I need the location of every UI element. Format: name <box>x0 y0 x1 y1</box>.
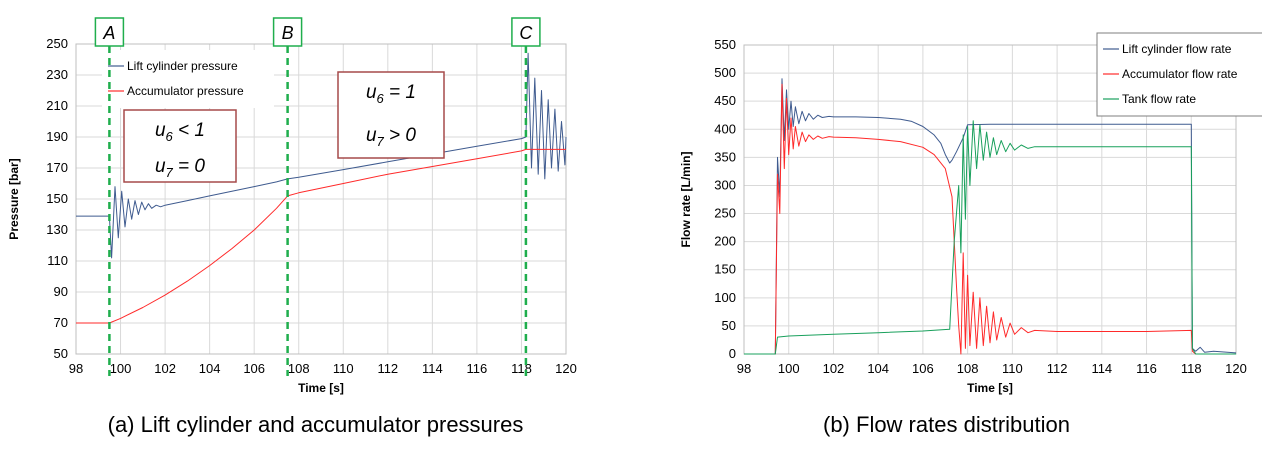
x-tick-label: 118 <box>1181 361 1202 376</box>
y-tick-label: 250 <box>46 36 68 51</box>
y-tick-label: 50 <box>54 346 68 361</box>
variable-subscript: 6 <box>166 129 174 144</box>
y-tick-label: 300 <box>714 177 736 192</box>
series-line-1 <box>744 83 1236 355</box>
x-tick-label: 114 <box>422 361 443 376</box>
y-axis-title: Flow rate [L/min] <box>679 151 693 247</box>
caption-b: (b) Flow rates distribution <box>823 412 1070 437</box>
chart-panel-pressures: 50 70 90 110 130 150 170 190 210 230 250 98 100 102 10… <box>7 17 577 437</box>
x-tick-label: 98 <box>737 361 751 376</box>
y-tick-label: 0 <box>729 346 736 361</box>
y-tick-label: 170 <box>46 160 68 175</box>
x-tick-label: 104 <box>199 361 221 376</box>
marker-label-a: A <box>102 23 115 43</box>
caption-a: (a) Lift cylinder and accumulator pressu… <box>107 412 524 437</box>
variable-name: u <box>155 156 166 177</box>
y-tick-label: 210 <box>46 98 68 113</box>
y-axis-title: Pressure [bar] <box>7 158 21 239</box>
x-tick-label: 100 <box>778 361 800 376</box>
legend-box <box>102 50 274 108</box>
x-tick-label: 120 <box>1225 361 1247 376</box>
legend-entry: Accumulator flow rate <box>1122 67 1238 81</box>
y-tick-label: 190 <box>46 129 68 144</box>
variable-name: u <box>366 125 377 146</box>
x-tick-label: 116 <box>467 361 488 376</box>
variable-subscript: 7 <box>166 165 174 180</box>
x-axis-title: Time [s] <box>967 381 1013 395</box>
marker-box-a <box>94 17 125 47</box>
marker-box-b <box>272 17 303 47</box>
y-tick-label: 150 <box>46 191 68 206</box>
legend-entry: Accumulator pressure <box>127 84 244 98</box>
y-tick-label: 350 <box>714 149 736 164</box>
variable-subscript: 6 <box>377 91 385 106</box>
legend-entry: Lift cylinder pressure <box>127 59 238 73</box>
x-tick-label: 104 <box>867 361 889 376</box>
marker-label-c: C <box>519 23 533 43</box>
x-tick-label: 114 <box>1091 361 1112 376</box>
condition-note-line: u6 = 1 <box>366 82 416 106</box>
x-tick-label: 102 <box>823 361 845 376</box>
x-tick-label: 100 <box>110 361 132 376</box>
x-tick-label: 118 <box>511 361 532 376</box>
variable-name: u <box>155 120 166 141</box>
y-tick-label: 110 <box>47 253 68 268</box>
plot-border <box>75 43 567 355</box>
pressure-chart: 50 70 90 110 130 150 170 190 210 230 250 98 100 102 10… <box>7 17 577 395</box>
condition-note-line: u7 = 0 <box>155 156 205 180</box>
y-tick-label: 230 <box>46 67 68 82</box>
condition-value: = 1 <box>384 82 416 103</box>
condition-note-line: u6 < 1 <box>155 120 205 144</box>
legend-entry: Tank flow rate <box>1122 92 1196 106</box>
x-tick-label: 110 <box>1002 361 1023 376</box>
y-tick-label: 500 <box>714 65 736 80</box>
x-tick-label: 98 <box>69 361 83 376</box>
y-tick-label: 550 <box>714 37 736 52</box>
y-tick-label: 130 <box>46 222 68 237</box>
plot-border <box>743 44 1237 355</box>
x-tick-label: 112 <box>1047 361 1068 376</box>
y-tick-label: 450 <box>714 93 736 108</box>
series-line-1 <box>76 148 566 324</box>
condition-value: > 0 <box>384 125 417 146</box>
y-tick-label: 250 <box>714 206 736 221</box>
marker-label-b: B <box>282 23 294 43</box>
y-tick-label: 400 <box>714 121 736 136</box>
legend-entry: Lift cylinder flow rate <box>1122 42 1232 56</box>
x-tick-label: 102 <box>154 361 176 376</box>
condition-value: = 0 <box>173 156 206 177</box>
x-tick-label: 110 <box>333 361 354 376</box>
x-tick-label: 116 <box>1136 361 1157 376</box>
chart-panel-flow-rates: 0 50 100 150 200 250 300 350 400 450 500 550 98 100 10… <box>631 0 1262 469</box>
x-axis-title: Time [s] <box>298 381 344 395</box>
condition-value: < 1 <box>173 120 205 141</box>
y-tick-label: 50 <box>722 318 736 333</box>
series-line-2 <box>744 120 1236 355</box>
y-tick-label: 200 <box>714 234 736 249</box>
flow-rate-chart: 0 50 100 150 200 250 300 350 400 450 500 550 98 100 10… <box>679 32 1262 395</box>
x-tick-label: 106 <box>243 361 265 376</box>
y-tick-label: 70 <box>54 315 68 330</box>
x-tick-label: 108 <box>288 361 310 376</box>
variable-subscript: 7 <box>377 134 385 149</box>
y-tick-label: 100 <box>714 290 736 305</box>
x-tick-label: 120 <box>555 361 577 376</box>
x-tick-label: 106 <box>912 361 934 376</box>
condition-note-box <box>337 71 445 159</box>
series-line-0 <box>744 78 1237 355</box>
condition-note-line: u7 > 0 <box>366 125 416 149</box>
y-tick-label: 90 <box>54 284 68 299</box>
marker-box-c <box>511 17 541 47</box>
x-tick-label: 108 <box>957 361 979 376</box>
condition-note-box <box>123 109 237 183</box>
x-tick-label: 112 <box>377 361 398 376</box>
y-tick-label: 150 <box>714 262 736 277</box>
variable-name: u <box>366 82 377 103</box>
series-line-0 <box>76 52 567 259</box>
legend-box <box>1096 32 1262 117</box>
